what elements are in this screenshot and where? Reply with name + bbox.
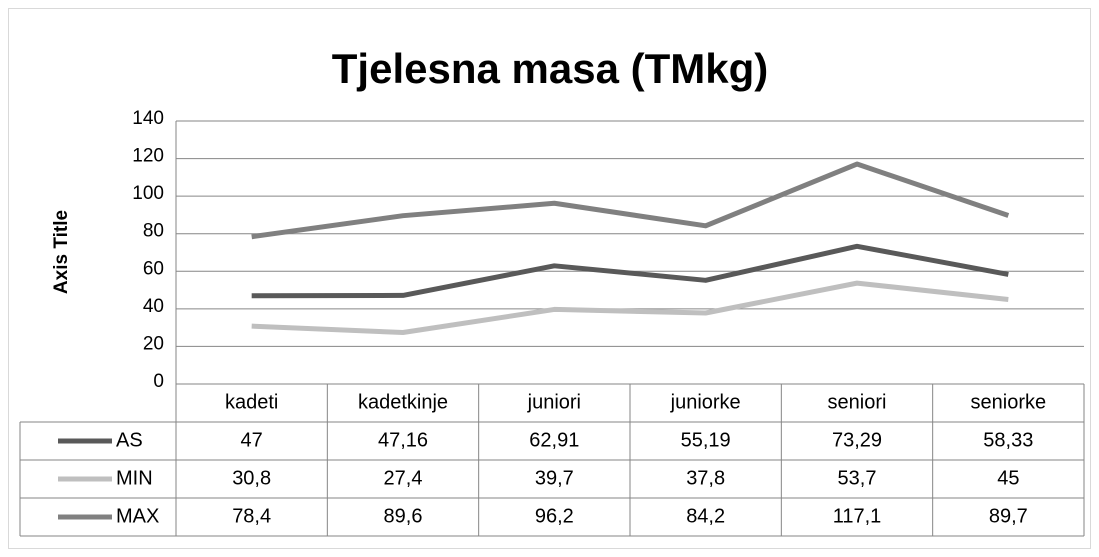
y-axis-title: Axis Title: [51, 210, 72, 294]
table-cell: 78,4: [232, 505, 271, 527]
y-tick-label: 60: [143, 258, 164, 279]
line-series: [251, 161, 1010, 240]
x-tick-label: seniorke: [971, 391, 1047, 413]
y-tick-label: 0: [153, 371, 164, 392]
table-cell: 53,7: [838, 467, 877, 489]
table-cell: 89,6: [384, 505, 423, 527]
table-cell: 39,7: [535, 467, 574, 489]
table-cell: 30,8: [232, 467, 271, 489]
table-cell: 58,33: [983, 429, 1033, 451]
y-tick-label: 40: [143, 296, 164, 317]
x-tick-label: kadetkinje: [358, 391, 448, 413]
table-cell: 55,19: [681, 429, 731, 451]
table-cell: 62,91: [529, 429, 579, 451]
table-cell: 84,2: [686, 505, 725, 527]
line-series: [251, 280, 1009, 336]
chart-title: Tjelesna masa (TMkg): [332, 45, 768, 92]
y-tick-label: 100: [132, 183, 164, 204]
table-cell: 89,7: [989, 505, 1028, 527]
x-tick-label: kadeti: [225, 391, 278, 413]
table-cell: 45: [997, 467, 1019, 489]
x-tick-label: seniori: [828, 391, 887, 413]
table-cell: 96,2: [535, 505, 574, 527]
table-cell: 47,16: [378, 429, 428, 451]
legend-label: MAX: [116, 505, 159, 527]
legend-label: MIN: [116, 467, 153, 489]
y-tick-label: 20: [143, 333, 164, 354]
y-tick-label: 80: [143, 221, 164, 242]
x-tick-label: juniorke: [670, 391, 741, 413]
table-cell: 27,4: [384, 467, 423, 489]
table-cell: 117,1: [833, 505, 882, 527]
legend-label: AS: [116, 429, 143, 451]
table-cell: 37,8: [686, 467, 725, 489]
y-tick-label: 140: [132, 108, 164, 129]
x-tick-label: juniori: [527, 391, 581, 413]
y-tick-label: 120: [132, 146, 164, 167]
chart-border: [8, 8, 1091, 549]
line-series: [251, 243, 1009, 299]
table-cell: 47: [241, 429, 263, 451]
table-cell: 73,29: [832, 429, 882, 451]
